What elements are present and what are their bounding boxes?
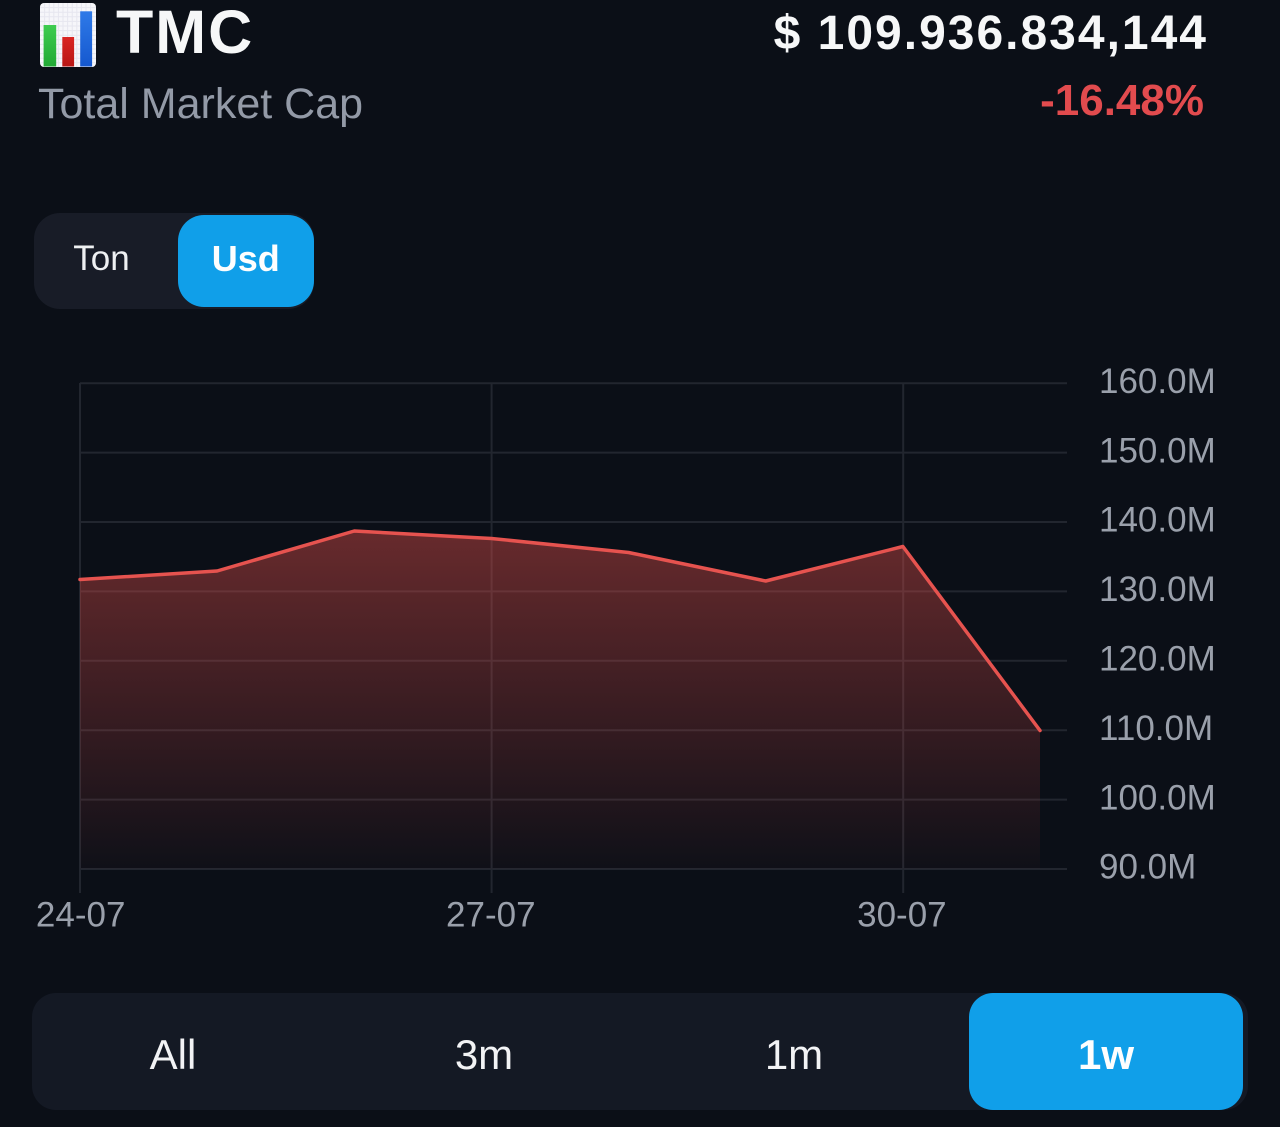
svg-text:120.0M: 120.0M — [1099, 640, 1216, 679]
svg-text:160.0M: 160.0M — [1099, 362, 1216, 401]
svg-text:110.0M: 110.0M — [1099, 709, 1213, 748]
svg-text:90.0M: 90.0M — [1099, 848, 1196, 887]
svg-text:24-07: 24-07 — [36, 896, 126, 935]
svg-text:150.0M: 150.0M — [1099, 431, 1216, 470]
svg-text:30-07: 30-07 — [857, 896, 947, 935]
svg-text:130.0M: 130.0M — [1099, 570, 1216, 609]
svg-text:27-07: 27-07 — [446, 896, 536, 935]
svg-text:140.0M: 140.0M — [1099, 501, 1216, 540]
svg-text:100.0M: 100.0M — [1099, 778, 1216, 817]
